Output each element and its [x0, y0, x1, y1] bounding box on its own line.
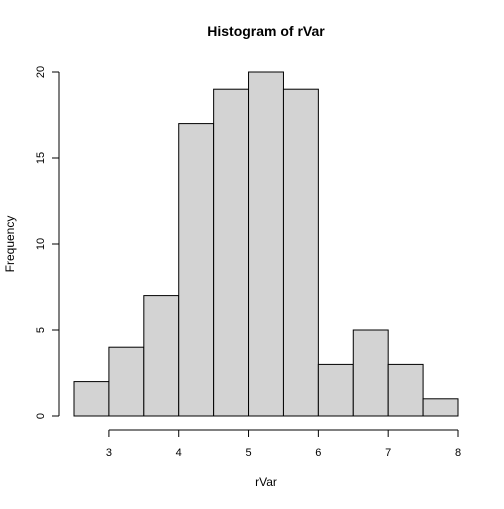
x-tick-label: 8	[455, 447, 461, 459]
x-tick-label: 5	[245, 447, 251, 459]
y-tick-label: 5	[35, 327, 47, 333]
histogram-bar	[143, 295, 180, 417]
histogram-bar	[317, 363, 354, 417]
x-tick-label: 6	[315, 447, 321, 459]
histogram-bar	[213, 88, 250, 417]
x-axis: 3 4 5 6 7 8	[106, 429, 461, 459]
x-tick-label: 4	[176, 447, 182, 459]
y-axis: 0 5 10 15 20	[35, 66, 60, 419]
histogram-bar	[387, 363, 424, 417]
y-tick-label: 10	[35, 238, 47, 250]
histogram-bar	[73, 381, 110, 417]
y-tick-label: 20	[35, 66, 47, 78]
x-tick-label: 3	[106, 447, 112, 459]
y-axis-label: Frequency	[3, 216, 17, 273]
histogram-bar	[108, 346, 145, 417]
bars-group	[73, 71, 459, 417]
histogram-bar	[248, 71, 284, 417]
chart-title: Histogram of rVar	[207, 23, 325, 39]
y-tick-label: 15	[35, 152, 47, 164]
histogram-bar	[282, 88, 319, 417]
histogram-bar	[422, 398, 459, 417]
x-tick-label: 7	[385, 447, 391, 459]
y-tick-label: 0	[35, 413, 47, 419]
histogram-bar	[178, 123, 215, 417]
x-axis-label: rVar	[255, 475, 277, 489]
histogram-bar	[352, 329, 389, 417]
